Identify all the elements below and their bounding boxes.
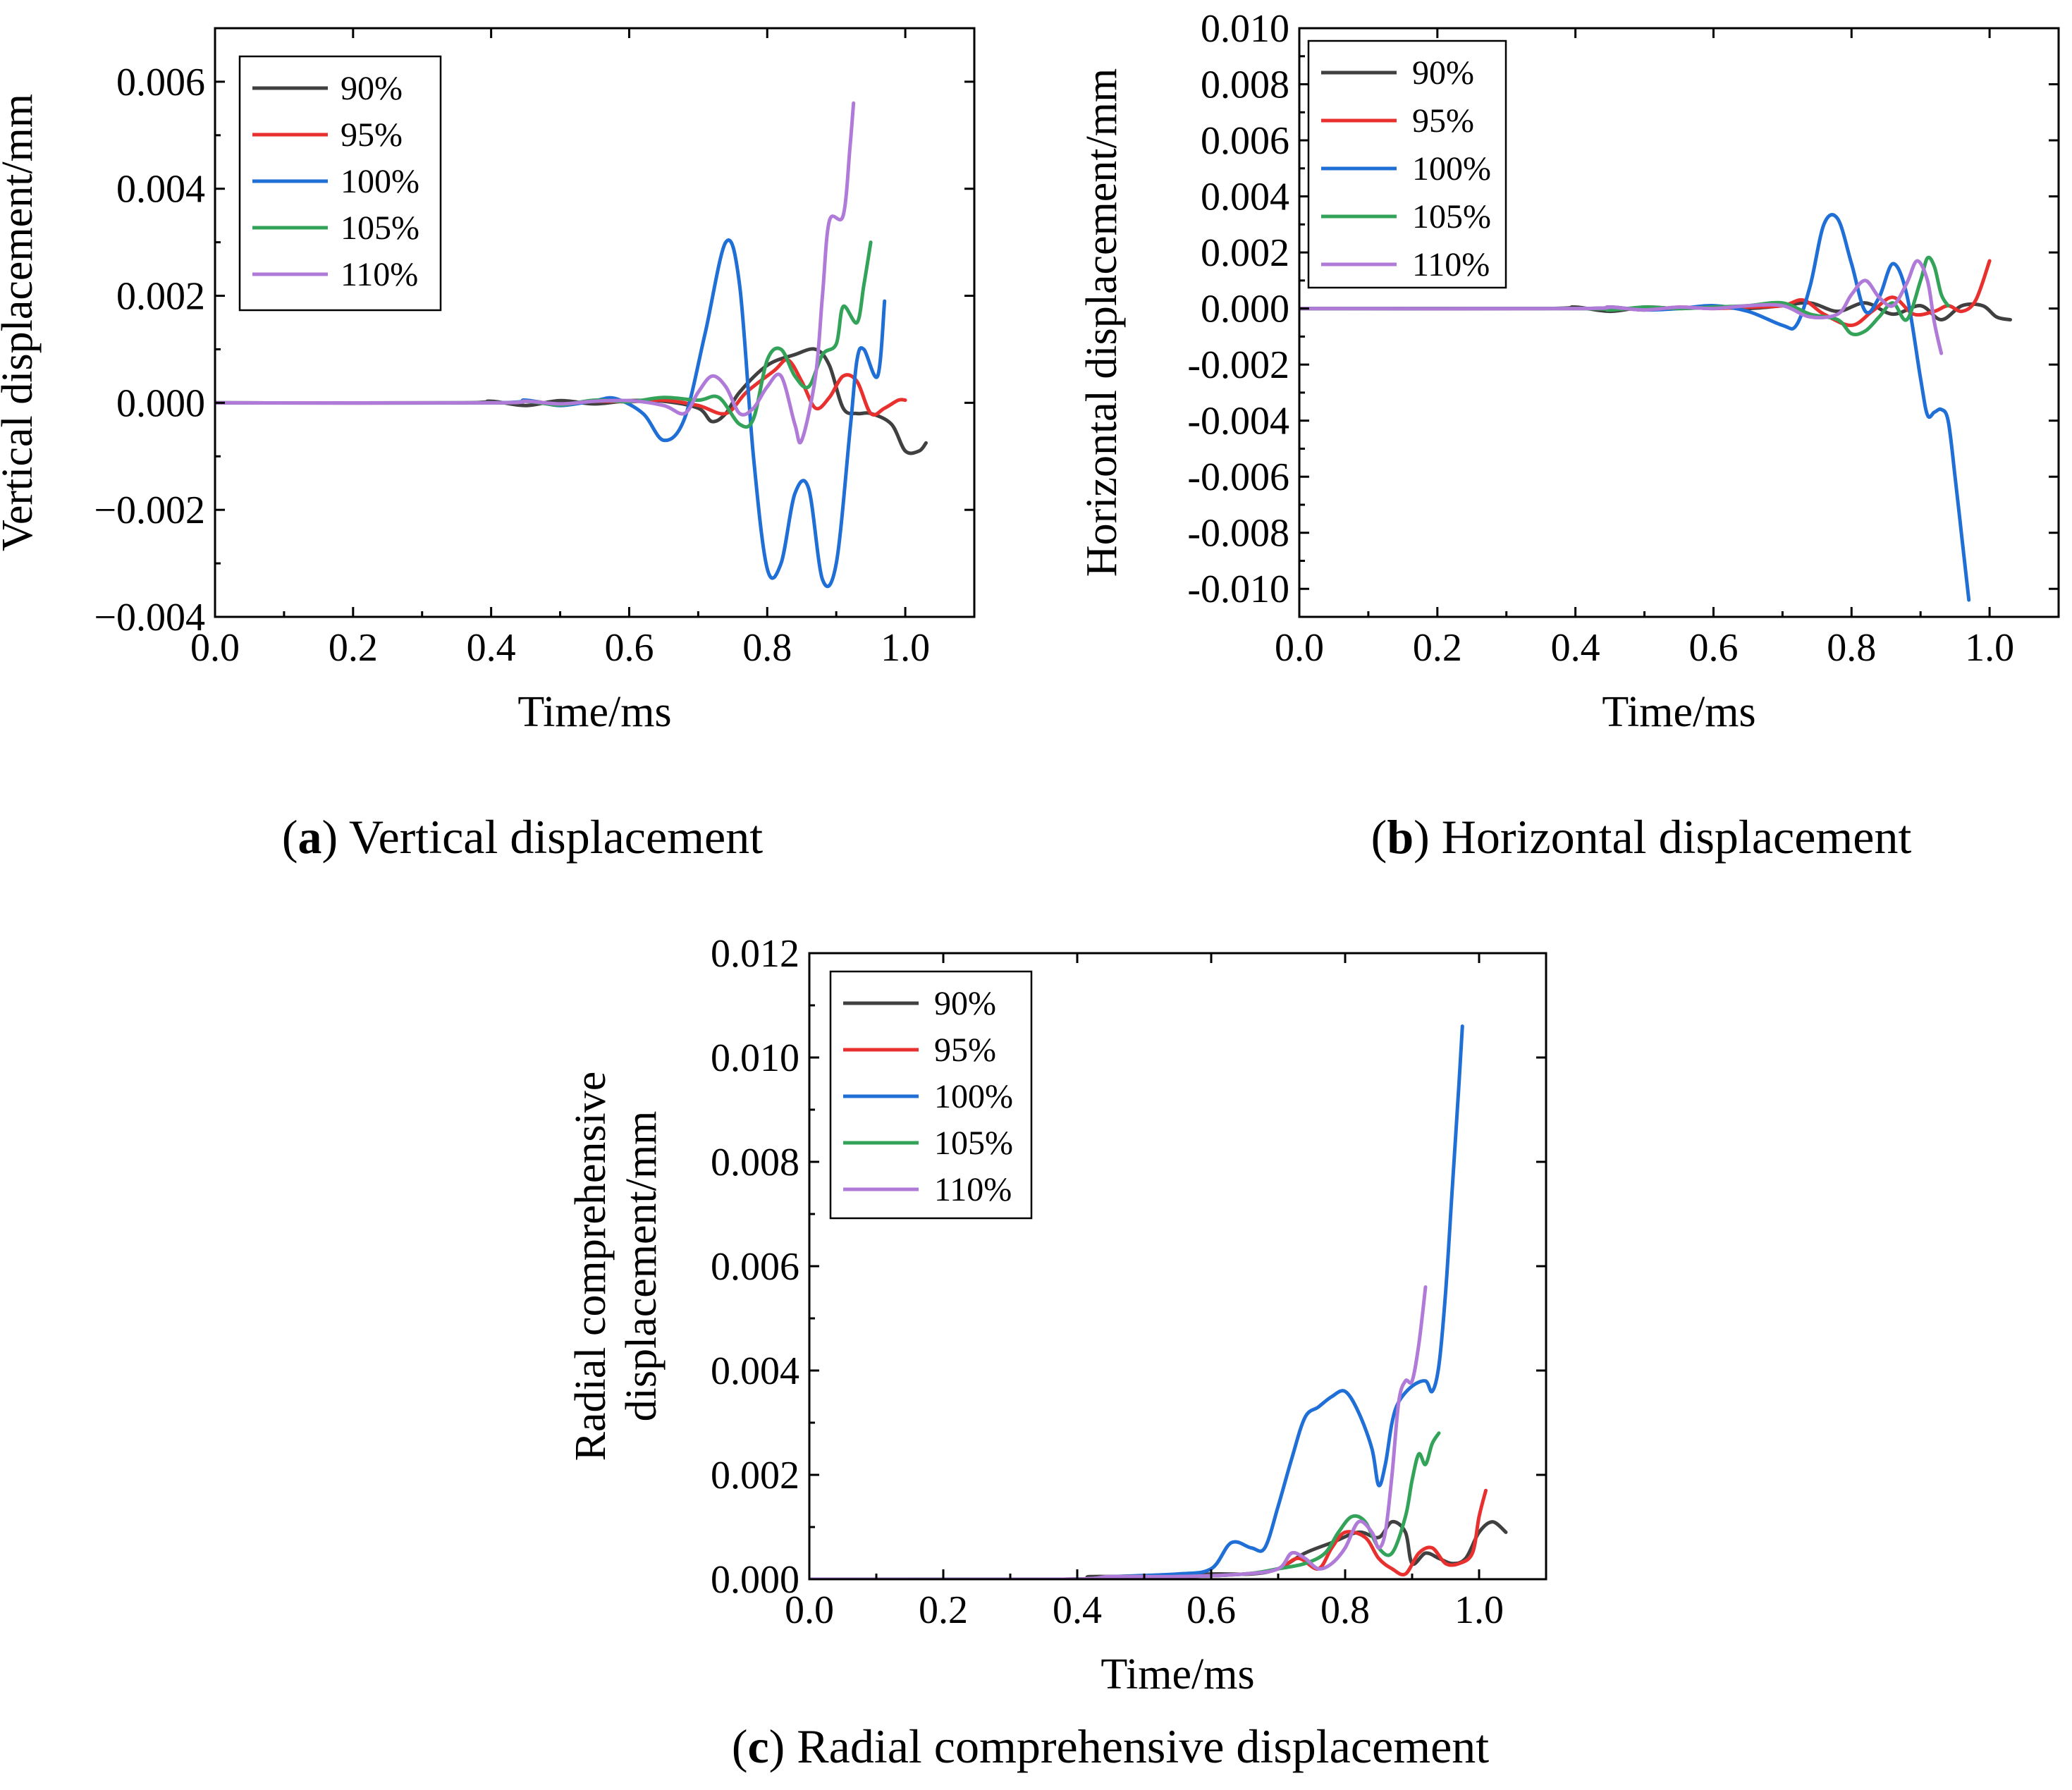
chart-a-xtick-label: 0.6 — [604, 626, 654, 670]
chart-a-ytick-label: 0.000 — [116, 381, 205, 425]
chart-b-frame — [1298, 27, 2060, 618]
chart-c-ytick-label: 0.006 — [711, 1245, 799, 1289]
chart-b-ytick-label: -0.004 — [1187, 400, 1289, 443]
chart-c-legend-label: 100% — [934, 1078, 1013, 1115]
chart-c-ytick-label: 0.000 — [711, 1558, 799, 1602]
chart-a-ytick-label: −0.002 — [94, 489, 205, 532]
chart-c-xtick-label: 1.0 — [1454, 1588, 1504, 1632]
chart-a-legend: 90% 95% 100% 105% 110% — [238, 55, 442, 312]
chart-c-ytick-label: 0.002 — [711, 1454, 799, 1497]
caption-text: ) Radial comprehensive displacement — [769, 1719, 1490, 1773]
chart-b-ytick-label: 0.006 — [1201, 119, 1289, 163]
chart-c-legend-label: 95% — [934, 1031, 996, 1069]
caption-open-paren: ( — [1371, 810, 1387, 864]
chart-b-xtick-label: 0.2 — [1413, 626, 1462, 670]
chart-a-ytick-label: 0.002 — [116, 275, 205, 319]
chart-a-legend-label: 90% — [341, 70, 403, 107]
chart-a-xlabel: Time/ms — [517, 688, 671, 736]
chart-b-legend-box — [1307, 39, 1507, 289]
chart-a-ytick-label: −0.004 — [94, 596, 205, 639]
chart-a-xtick-label: 0.4 — [467, 626, 516, 670]
chart-c-legend-label: 110% — [934, 1171, 1012, 1208]
chart-a-vertical-displacement: 0.0 0.2 0.4 0.6 0.8 1.0 −0.004 −0.002 0.000 0.002… — [0, 27, 976, 864]
chart-c-xtick-label: 0.2 — [919, 1588, 968, 1632]
chart-a-ytick-label: 0.006 — [116, 61, 205, 104]
chart-a-frame — [214, 27, 976, 618]
chart-a-series-group — [215, 101, 928, 589]
chart-c-xtick-label: 0.6 — [1187, 1588, 1236, 1632]
chart-c-legend: 90% 95% 100% 105% 110% — [829, 970, 1033, 1220]
chart-b-horizontal-displacement: 0.0 0.2 0.4 0.6 0.8 1.0 -0.010 -0.008 -0.006 -0.0… — [1078, 7, 2060, 864]
chart-c-ytick-label: 0.012 — [711, 932, 799, 976]
chart-b-xtick-label: 0.8 — [1827, 626, 1876, 670]
chart-c-ytick-label: 0.004 — [711, 1349, 799, 1393]
chart-b-legend-label: 110% — [1412, 246, 1490, 283]
chart-b-ytick-label: -0.008 — [1187, 512, 1289, 556]
chart-a-legend-label: 95% — [341, 116, 403, 154]
chart-b-legend-label: 90% — [1412, 54, 1474, 92]
chart-a-caption: (a) Vertical displacement — [282, 810, 763, 864]
chart-b-ytick-label: 0.008 — [1201, 63, 1289, 107]
chart-b-ytick-label: -0.002 — [1187, 343, 1289, 387]
chart-b-legend-label: 95% — [1412, 102, 1474, 140]
chart-c-ytick-label: 0.008 — [711, 1141, 799, 1184]
chart-c-series-group — [809, 1024, 1508, 1579]
chart-c-xtick-label: 0.8 — [1320, 1588, 1370, 1632]
chart-b-legend-label: 105% — [1412, 198, 1491, 235]
chart-a-legend-label: 100% — [341, 163, 419, 200]
chart-b-xlabel: Time/ms — [1602, 688, 1755, 736]
chart-a-legend-box — [238, 55, 442, 312]
chart-c-legend-label: 90% — [934, 985, 996, 1022]
chart-b-legend: 90% 95% 100% 105% 110% — [1307, 39, 1507, 289]
chart-b-ylabel: Horizontal displacement/mm — [1078, 68, 1126, 577]
chart-b-ytick-label: 0.010 — [1201, 7, 1289, 51]
chart-a-xtick-label: 0.0 — [190, 626, 240, 670]
caption-letter: c — [747, 1719, 768, 1773]
caption-letter: a — [298, 810, 322, 864]
chart-b-xtick-label: 0.4 — [1551, 626, 1600, 670]
chart-c-xlabel: Time/ms — [1101, 1650, 1254, 1698]
chart-b-xtick-label: 0.6 — [1688, 626, 1738, 670]
chart-c-series-100pct — [809, 1024, 1464, 1579]
chart-b-ytick-label: 0.002 — [1201, 231, 1289, 275]
caption-open-paren: ( — [282, 810, 298, 864]
chart-b-ytick-label: 0.004 — [1201, 176, 1289, 219]
chart-b-series-group — [1299, 213, 2012, 602]
chart-c-caption: (c) Radial comprehensive displacement — [732, 1719, 1489, 1773]
chart-c-xtick-label: 0.0 — [785, 1588, 834, 1632]
chart-b-ytick-label: 0.000 — [1201, 288, 1289, 331]
chart-c-xtick-label: 0.4 — [1053, 1588, 1102, 1632]
chart-a-xtick-label: 0.2 — [329, 626, 378, 670]
chart-b-ytick-label: -0.006 — [1187, 455, 1289, 499]
chart-a-series-110pct — [215, 101, 856, 445]
chart-b-ytick-label: -0.010 — [1187, 568, 1289, 611]
chart-c-radial-comprehensive-displacement: 0.0 0.2 0.4 0.6 0.8 1.0 0.000 0.002 0.004 0.006 0.… — [567, 932, 1547, 1773]
chart-c-ytick-label: 0.010 — [711, 1036, 799, 1080]
chart-a-ytick-label: 0.004 — [116, 168, 205, 212]
caption-open-paren: ( — [732, 1719, 748, 1773]
chart-a-xtick-label: 1.0 — [881, 626, 930, 670]
chart-b-xtick-label: 1.0 — [1965, 626, 2014, 670]
chart-c-ylabel-line1: Radial comprehensive — [567, 1072, 615, 1461]
caption-letter: b — [1387, 810, 1414, 864]
chart-b-xtick-label: 0.0 — [1275, 626, 1324, 670]
chart-a-legend-label: 105% — [341, 209, 419, 247]
chart-a-legend-label: 110% — [341, 256, 418, 293]
chart-c-ylabel-line2: displacement/mm — [618, 1111, 666, 1422]
chart-a-ylabel: Vertical displacement/mm — [0, 94, 42, 551]
chart-b-caption: (b) Horizontal displacement — [1371, 810, 1912, 864]
chart-c-series-110pct — [809, 1285, 1428, 1579]
chart-b-legend-label: 100% — [1412, 150, 1491, 188]
caption-text: ) Horizontal displacement — [1414, 810, 1911, 864]
chart-b-series-110pct — [1299, 259, 1944, 355]
caption-text: ) Vertical displacement — [322, 810, 764, 864]
chart-a-xtick-label: 0.8 — [742, 626, 792, 670]
chart-c-legend-label: 105% — [934, 1124, 1013, 1162]
